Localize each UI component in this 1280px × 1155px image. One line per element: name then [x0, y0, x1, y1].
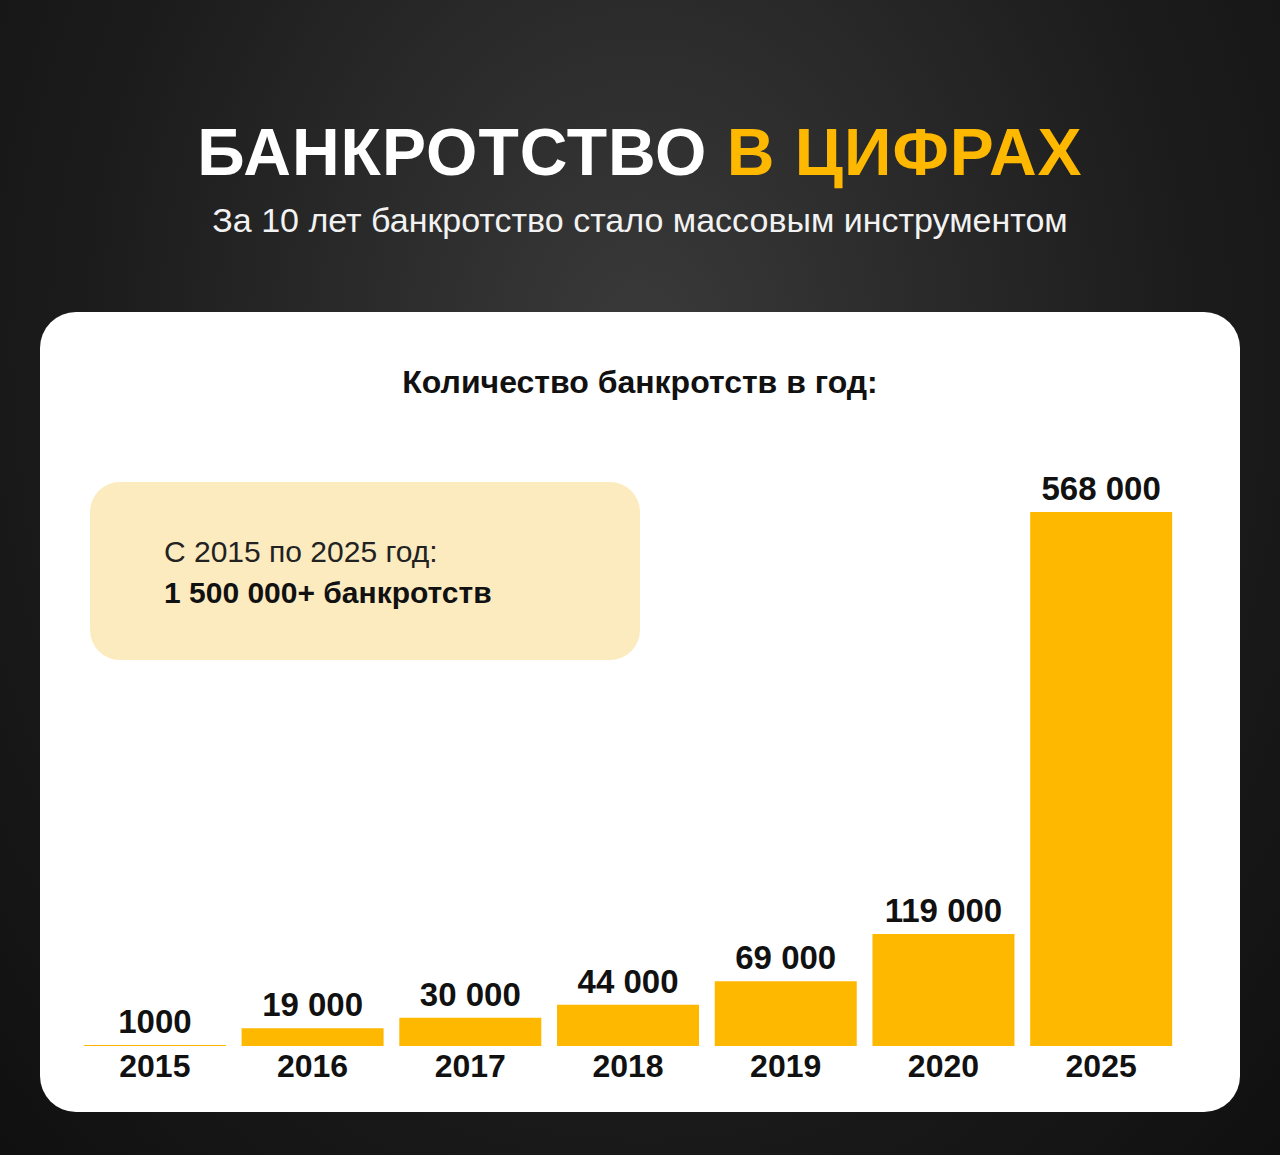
svg-text:1000: 1000	[118, 1003, 191, 1040]
html-text:С 2015 по 2025 год:: С 2015 по 2025 год:	[164, 535, 438, 568]
html-text:БАНКРОТСТВО В ЦИФРАХ: БАНКРОТСТВО В ЦИФРАХ	[197, 115, 1083, 189]
svg-text:2015: 2015	[119, 1048, 190, 1084]
svg-text:19 000: 19 000	[262, 986, 363, 1023]
svg-text:2018: 2018	[592, 1048, 663, 1084]
svg-text:2025: 2025	[1066, 1048, 1137, 1084]
html-text:За 10 лет банкротство стало ма: За 10 лет банкротство стало массовым инс…	[212, 201, 1068, 239]
svg-text:568 000: 568 000	[1042, 470, 1161, 507]
svg-text:2019: 2019	[750, 1048, 821, 1084]
svg-text:2020: 2020	[908, 1048, 979, 1084]
svg-text:119 000: 119 000	[885, 892, 1002, 929]
svg-text:69 000: 69 000	[735, 939, 836, 976]
svg-text:2016: 2016	[277, 1048, 348, 1084]
svg-text:2017: 2017	[435, 1048, 506, 1084]
html-text:Количество банкротств в год:: Количество банкротств в год:	[402, 364, 878, 400]
svg-text:44 000: 44 000	[578, 963, 679, 1000]
svg-text:30 000: 30 000	[420, 976, 521, 1013]
html-text:1 500 000+ банкротств: 1 500 000+ банкротств	[164, 576, 492, 609]
